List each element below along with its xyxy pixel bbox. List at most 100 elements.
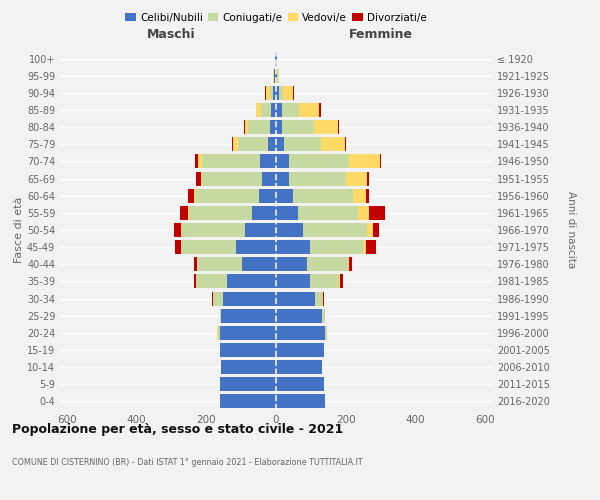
Bar [276, 292, 315, 306]
Bar [276, 52, 277, 66]
Bar [299, 103, 319, 117]
Bar [194, 274, 196, 288]
Bar [270, 120, 276, 134]
Bar [339, 274, 340, 288]
Bar [218, 326, 220, 340]
Bar [253, 206, 276, 220]
Bar [368, 206, 385, 220]
Bar [220, 343, 276, 357]
Bar [272, 86, 276, 100]
Bar [366, 240, 376, 254]
Bar [363, 240, 366, 254]
Bar [266, 86, 270, 100]
Bar [180, 206, 188, 220]
Bar [275, 52, 276, 66]
Bar [261, 103, 271, 117]
Bar [197, 258, 242, 272]
Bar [221, 308, 276, 322]
Bar [175, 240, 181, 254]
Bar [276, 326, 325, 340]
Bar [276, 258, 307, 272]
Bar [276, 206, 298, 220]
Bar [274, 68, 276, 82]
Bar [276, 308, 322, 322]
Y-axis label: Fasce di età: Fasce di età [14, 197, 24, 263]
Bar [373, 223, 379, 237]
Bar [298, 206, 358, 220]
Bar [276, 86, 279, 100]
Text: Femmine: Femmine [349, 28, 413, 42]
Bar [188, 206, 189, 220]
Bar [232, 138, 233, 151]
Bar [289, 172, 346, 185]
Bar [315, 292, 323, 306]
Bar [194, 258, 197, 272]
Bar [244, 120, 245, 134]
Bar [220, 378, 276, 392]
Bar [196, 172, 201, 185]
Bar [259, 188, 276, 202]
Bar [270, 86, 272, 100]
Bar [276, 343, 324, 357]
Bar [268, 138, 276, 151]
Bar [273, 68, 274, 82]
Bar [319, 103, 320, 117]
Bar [248, 120, 270, 134]
Bar [322, 308, 325, 322]
Bar [195, 154, 197, 168]
Bar [194, 188, 196, 202]
Bar [279, 86, 283, 100]
Bar [321, 138, 345, 151]
Bar [245, 223, 276, 237]
Bar [289, 154, 349, 168]
Bar [284, 138, 321, 151]
Bar [293, 188, 353, 202]
Bar [181, 240, 236, 254]
Bar [212, 292, 213, 306]
Bar [307, 258, 348, 272]
Bar [262, 172, 276, 185]
Bar [380, 154, 381, 168]
Bar [310, 240, 363, 254]
Bar [276, 172, 289, 185]
Bar [221, 360, 276, 374]
Bar [245, 120, 248, 134]
Bar [276, 394, 325, 408]
Bar [278, 68, 280, 82]
Bar [303, 223, 367, 237]
Bar [202, 172, 262, 185]
Text: Maschi: Maschi [147, 28, 196, 42]
Bar [242, 258, 276, 272]
Bar [323, 292, 324, 306]
Bar [366, 188, 368, 202]
Bar [282, 103, 299, 117]
Text: Popolazione per età, sesso e stato civile - 2021: Popolazione per età, sesso e stato civil… [12, 422, 343, 436]
Bar [217, 326, 218, 340]
Bar [220, 326, 276, 340]
Bar [276, 274, 310, 288]
Bar [325, 326, 327, 340]
Bar [367, 172, 368, 185]
Bar [182, 223, 245, 237]
Bar [265, 86, 266, 100]
Bar [271, 103, 276, 117]
Bar [276, 120, 282, 134]
Bar [223, 292, 276, 306]
Bar [338, 120, 340, 134]
Bar [310, 274, 339, 288]
Bar [202, 154, 260, 168]
Bar [236, 240, 276, 254]
Bar [256, 103, 261, 117]
Bar [282, 120, 314, 134]
Bar [276, 240, 310, 254]
Bar [349, 154, 380, 168]
Bar [276, 360, 322, 374]
Bar [277, 68, 278, 82]
Bar [189, 206, 253, 220]
Bar [196, 274, 227, 288]
Bar [233, 138, 238, 151]
Bar [358, 206, 368, 220]
Bar [353, 188, 366, 202]
Bar [276, 68, 277, 82]
Text: COMUNE DI CISTERNINO (BR) - Dati ISTAT 1° gennaio 2021 - Elaborazione TUTTITALIA: COMUNE DI CISTERNINO (BR) - Dati ISTAT 1… [12, 458, 362, 467]
